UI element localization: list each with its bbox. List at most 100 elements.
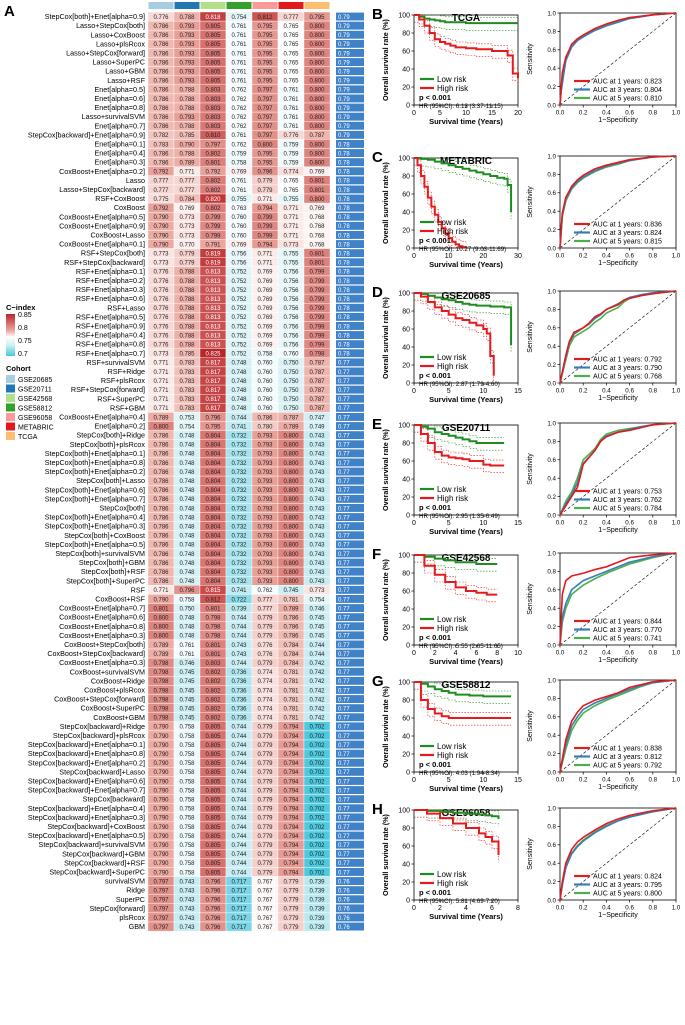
heatmap-cell-value: 0.815 (205, 588, 221, 594)
average-value: 0.77 (338, 816, 350, 822)
heatmap-cell-value: 0.748 (231, 397, 247, 403)
heatmap-cell-value: 0.779 (257, 816, 273, 822)
y-axis-label: Sensitivity (527, 321, 534, 353)
heatmap-cell-value: 0.748 (231, 379, 247, 385)
heatmap-cell-value: 0.779 (257, 825, 273, 831)
average-bar (336, 640, 364, 649)
heatmap-cell-value: 0.761 (179, 643, 195, 649)
average-value: 0.77 (338, 843, 350, 849)
heatmap-cell-value: 0.743 (309, 488, 325, 494)
heatmap-cell-value: 0.795 (257, 60, 273, 66)
y-tick-label: 60 (402, 716, 410, 723)
panel-label-h: H (372, 801, 383, 818)
y-tick-label: 0.0 (547, 769, 556, 776)
km-ci-upper (414, 681, 512, 713)
y-tick-label: 1.0 (547, 677, 556, 684)
heatmap-cell-value: 0.800 (153, 625, 169, 631)
heatmap-cell-value: 0.793 (257, 506, 273, 512)
heatmap-cell-value: 0.790 (153, 761, 169, 767)
heatmap-cell-value: 0.743 (309, 506, 325, 512)
heatmap-cell-value: 0.779 (257, 779, 273, 785)
heatmap-cell-value: 0.784 (283, 652, 299, 658)
heatmap-cell-value: 0.786 (153, 70, 169, 76)
y-tick-label: 0.2 (547, 84, 556, 91)
average-bar (336, 376, 364, 385)
heatmap-cell-value: 0.795 (257, 70, 273, 76)
y-tick-label: 0.6 (547, 714, 556, 721)
x-tick-label: 0.0 (556, 388, 565, 395)
roc-legend-label: AUC at 1 years: 0.838 (593, 746, 662, 753)
heatmap-cell-value: 0.756 (283, 288, 299, 294)
heatmap-cell-value: 0.743 (309, 443, 325, 449)
x-tick-label: 10 (462, 110, 470, 117)
average-value: 0.77 (338, 870, 350, 876)
km-title: METABRIC (440, 156, 492, 167)
heatmap-cell-value: 0.765 (283, 188, 299, 194)
heatmap-cell-value: 0.771 (153, 588, 169, 594)
heatmap-cell-value: 0.770 (179, 242, 195, 248)
heatmap-cell-value: 0.767 (257, 916, 273, 922)
heatmap-cell-value: 0.798 (153, 688, 169, 694)
heatmap-cell-value: 0.801 (309, 188, 325, 194)
cindex-tick: 0.85 (18, 312, 32, 319)
y-tick-label: 80 (402, 31, 410, 38)
cohort-legend-label: METABRIC (18, 425, 54, 432)
heatmap-cell-value: 0.804 (205, 525, 221, 531)
heatmap-cell-value: 0.786 (153, 51, 169, 57)
x-tick-label: 15 (514, 777, 522, 784)
heatmap-cell-value: 0.743 (179, 925, 195, 931)
heatmap-cell-value: 0.797 (153, 925, 169, 931)
y-axis-label: Overall survival rate (%) (381, 685, 390, 768)
heatmap-cell-value: 0.773 (153, 252, 169, 258)
heatmap-cell-value: 0.794 (283, 825, 299, 831)
x-axis-label: Survival time (Years) (429, 912, 503, 921)
heatmap-cell-value: 0.771 (153, 397, 169, 403)
heatmap-cell-value: 0.748 (231, 388, 247, 394)
heatmap-cell-value: 0.800 (309, 24, 325, 30)
average-value: 0.79 (338, 79, 350, 85)
heatmap-cell-value: 0.748 (231, 370, 247, 376)
y-tick-label: 60 (402, 49, 410, 56)
km-ci-lower (414, 688, 512, 726)
heatmap-cell-value: 0.817 (205, 370, 221, 376)
heatmap-cell-value: 0.745 (309, 625, 325, 631)
average-bar (336, 585, 364, 594)
heatmap-cell-value: 0.739 (309, 898, 325, 904)
heatmap-cell-value: 0.750 (283, 388, 299, 394)
heatmap-cell-value: 0.796 (257, 170, 273, 176)
y-tick-label: 40 (402, 607, 410, 614)
average-value: 0.77 (338, 670, 350, 676)
average-bar (336, 613, 364, 622)
heatmap-cell-value: 0.787 (309, 133, 325, 139)
heatmap-cell-value: 0.775 (153, 197, 169, 203)
y-tick-label: 0.4 (547, 606, 556, 613)
heatmap-cell-value: 0.813 (205, 270, 221, 276)
cohort-swatch (6, 384, 15, 393)
roc-legend-label: AUC at 5 years: 0.741 (593, 636, 662, 643)
heatmap-cell-value: 0.769 (231, 242, 247, 248)
heatmap-cell-value: 0.746 (309, 606, 325, 612)
roc-legend-label: AUC at 1 years: 0.836 (593, 222, 662, 229)
heatmap-cell-value: 0.818 (205, 15, 221, 21)
heatmap-cell-value: 0.786 (153, 124, 169, 130)
heatmap-cell-value: 0.800 (283, 561, 299, 567)
x-tick-label: 0.2 (579, 253, 588, 260)
x-tick-label: 30 (514, 253, 522, 260)
model-label: Lasso+StepCox[both] (76, 21, 145, 30)
heatmap-cell-value: 0.771 (257, 261, 273, 267)
average-value: 0.77 (338, 434, 350, 440)
cohort-swatch (6, 375, 15, 383)
average-value: 0.78 (338, 224, 350, 230)
average-value: 0.77 (338, 707, 350, 713)
heatmap-cell-value: 0.813 (205, 297, 221, 303)
heatmap-cell-value: 0.817 (205, 379, 221, 385)
heatmap-cell-value: 0.779 (283, 916, 299, 922)
average-bar (336, 67, 364, 76)
heatmap-cell-value: 0.765 (283, 24, 299, 30)
heatmap-cell-value: 0.760 (257, 397, 273, 403)
x-tick-label: 0.0 (556, 905, 565, 912)
x-tick-label: 0.6 (625, 650, 634, 657)
heatmap-cell-value: 0.779 (283, 925, 299, 931)
average-bar (336, 795, 364, 804)
heatmap-cell-value: 0.771 (153, 370, 169, 376)
